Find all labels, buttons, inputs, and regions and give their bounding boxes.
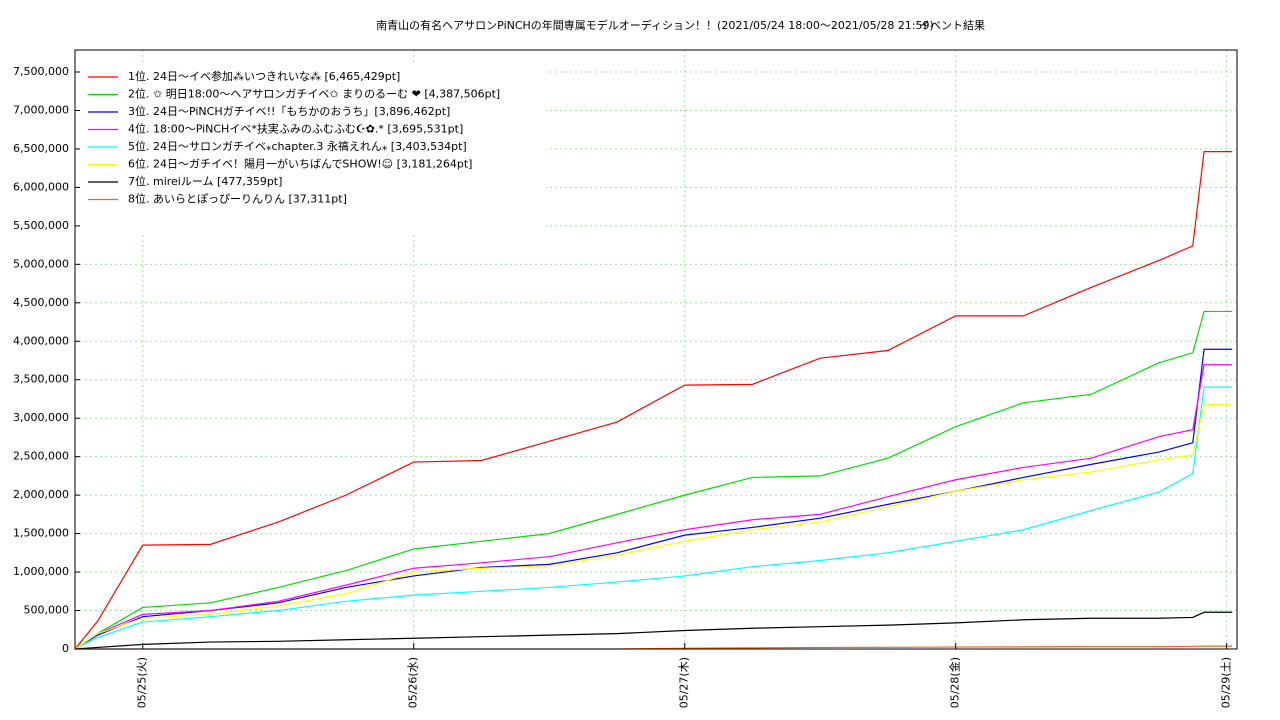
y-tick-label: 3,500,000: [13, 373, 69, 386]
y-tick-label: 7,500,000: [13, 65, 69, 78]
y-tick-label: 5,000,000: [13, 257, 69, 270]
series-line: [74, 310, 1233, 650]
y-tick-label: 0: [62, 642, 69, 655]
y-tick-label: 500,000: [24, 604, 70, 617]
y-tick-label: 4,500,000: [13, 296, 69, 309]
y-tick-label: 6,000,000: [13, 180, 69, 193]
legend-box: [80, 62, 546, 232]
x-tick-label: 05/29(土): [1220, 657, 1233, 708]
legend-label: 3位. 24日〜PiNCHガチイベ!!「もちかのおうち」[3,896,462pt…: [128, 104, 450, 118]
legend-label: 6位. 24日〜ガチイベ！陽月一がいちばんでSHOW!☺ [3,181,264p…: [128, 157, 472, 171]
chart-title: 南青山の有名ヘアサロンPiNCHの年間専属モデルオーディション！！(2021/0…: [376, 18, 934, 32]
series-line: [74, 348, 1233, 650]
chart-subtitle: イベント結果: [919, 18, 985, 32]
x-tick-label: 05/26(水): [407, 657, 420, 708]
y-tick-label: 4,000,000: [13, 334, 69, 347]
legend-label: 7位. mireiルーム [477,359pt]: [128, 174, 282, 188]
y-tick-label: 6,500,000: [13, 142, 69, 155]
y-tick-label: 1,000,000: [13, 565, 69, 578]
y-tick-label: 7,000,000: [13, 103, 69, 116]
plot-frame: [74, 49, 1238, 650]
y-tick-label: 1,500,000: [13, 527, 69, 540]
series-line: [74, 364, 1233, 650]
series-line: [74, 386, 1233, 650]
y-tick-label: 3,000,000: [13, 411, 69, 424]
y-tick-label: 2,000,000: [13, 488, 69, 501]
legend-label: 8位. あいらとぽっぴーりんりん [37,311pt]: [128, 192, 347, 206]
legend-label: 1位. 24日〜イベ参加⁂いつきれいな⁂ [6,465,429pt]: [128, 69, 400, 83]
y-tick-label: 5,500,000: [13, 219, 69, 232]
legend-label: 5位. 24日〜サロンガチイベ⁎chapter.3 永禞えれん⁎ [3,403,…: [128, 139, 467, 153]
series-line: [74, 403, 1233, 650]
y-tick-label: 2,500,000: [13, 450, 69, 463]
x-tick-label: 05/27(木): [678, 657, 691, 708]
series-line: [74, 611, 1233, 650]
legend-label: 2位. ✩ 明日18:00〜ヘアサロンガチイベ✩ まりのるーむ ❤ [4,387…: [128, 87, 500, 101]
legend-label: 4位. 18:00〜PiNCHイベ*扶実ふみのふむふむ☪✿.* [3,695,5…: [128, 122, 463, 136]
series-line: [74, 150, 1233, 650]
x-tick-label: 05/25(火): [136, 657, 149, 708]
x-tick-label: 05/28(金): [948, 657, 962, 708]
